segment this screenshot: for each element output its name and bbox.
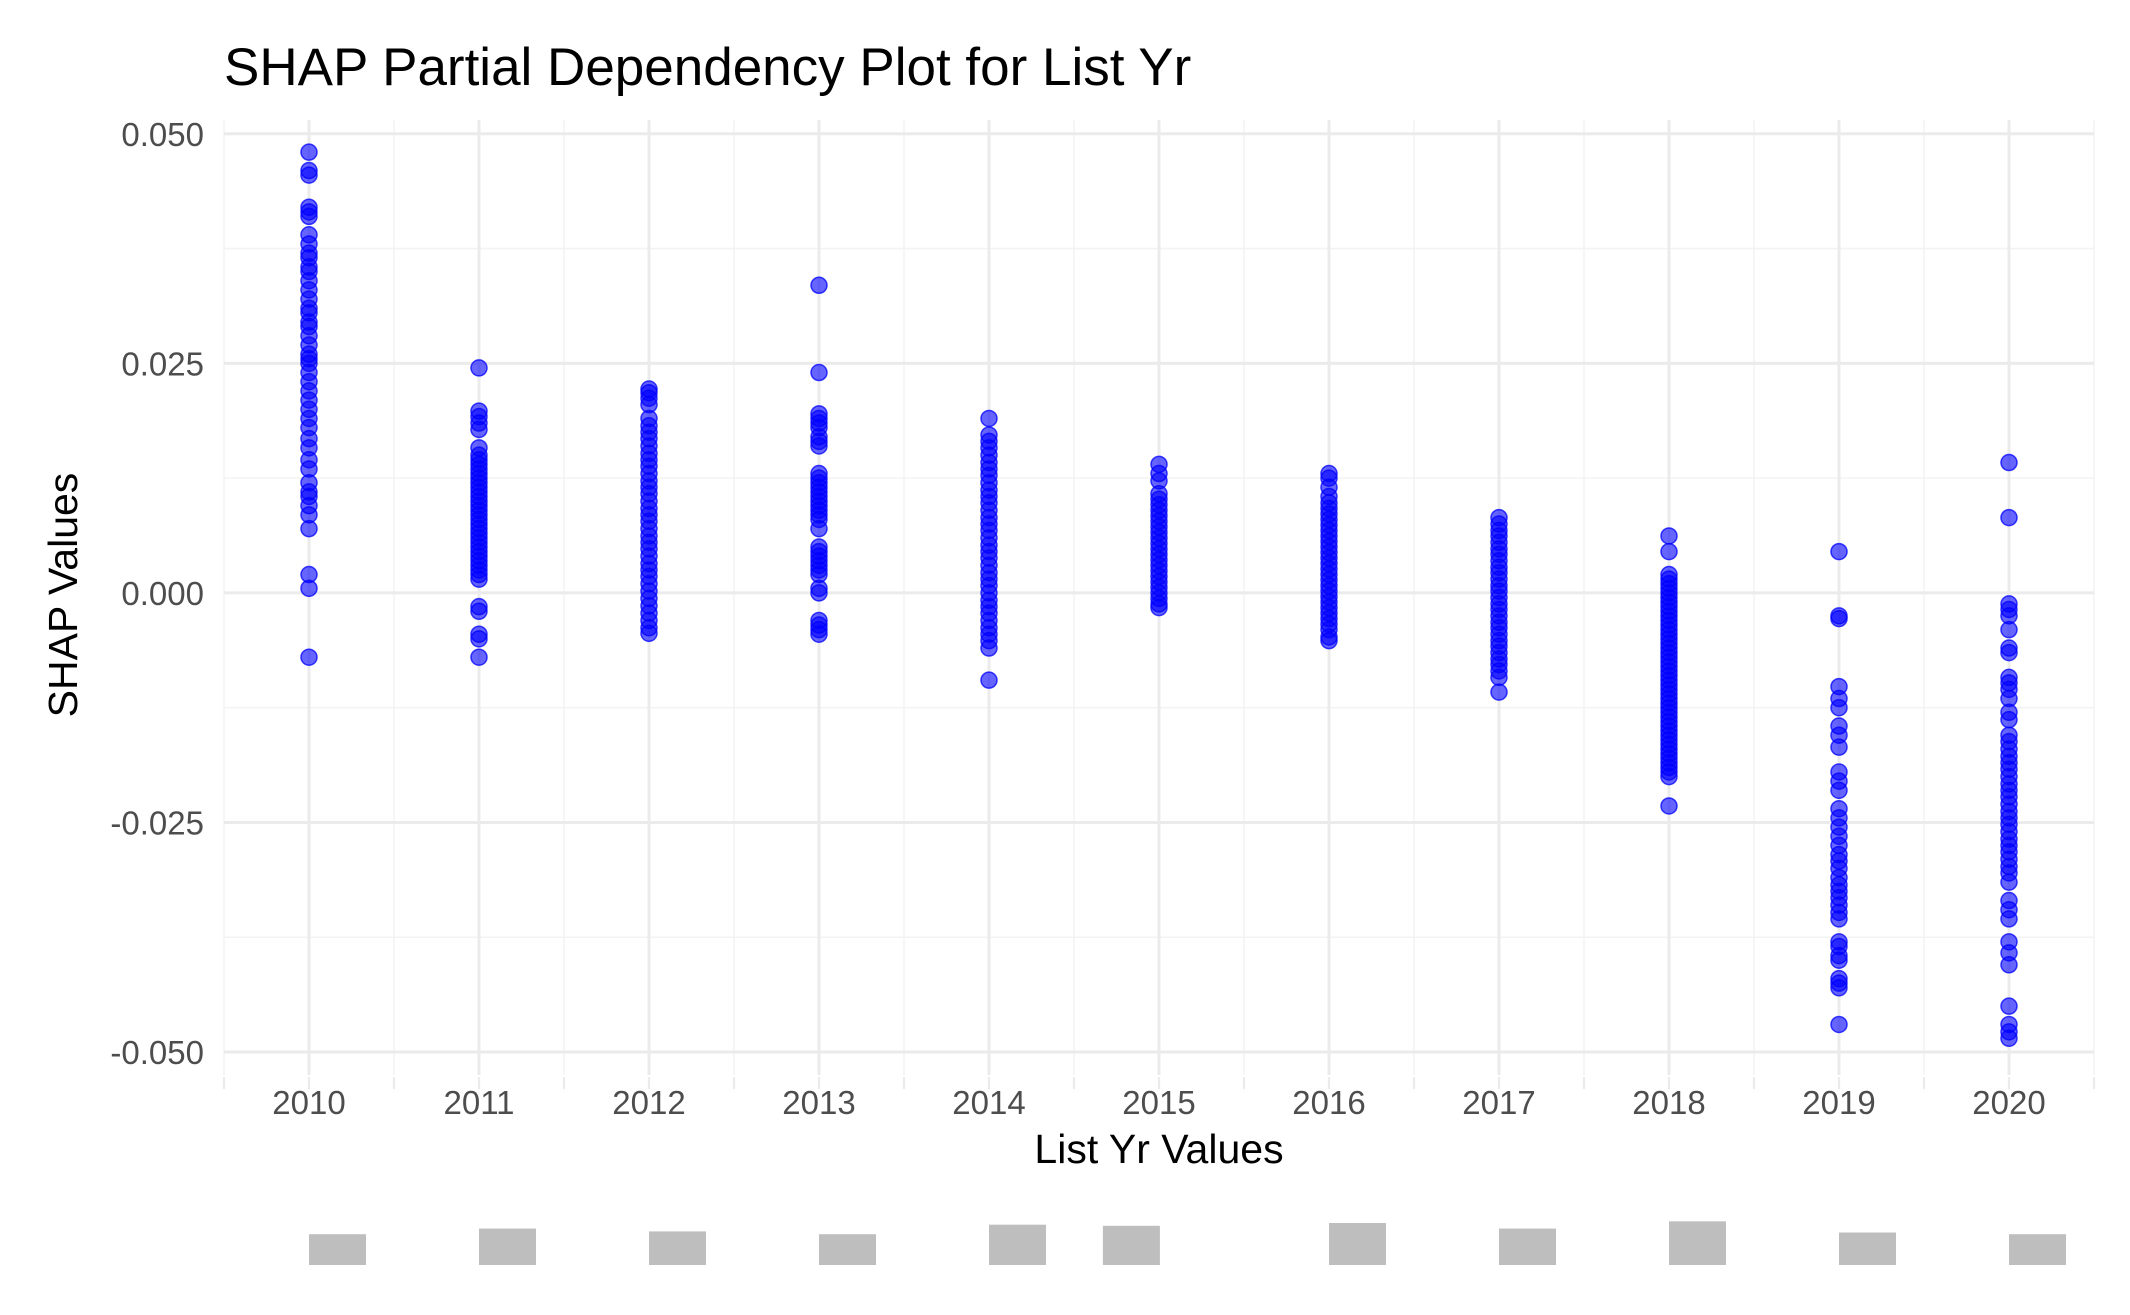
data-point <box>470 359 488 377</box>
data-point <box>1830 738 1848 756</box>
data-point <box>1830 951 1848 969</box>
data-point <box>1490 668 1508 687</box>
data-point <box>2000 1029 2018 1048</box>
y-tick-label: 0.000 <box>121 575 204 612</box>
y-axis-ticks: 0.050 0.025 0.000 -0.025 -0.050 <box>110 116 204 1071</box>
x-tick-label: 2020 <box>1972 1084 2045 1121</box>
data-point <box>640 624 658 643</box>
data-point <box>2000 710 2018 729</box>
data-point <box>300 579 318 598</box>
chart-title: SHAP Partial Dependency Plot for List Yr <box>224 38 1191 97</box>
y-axis-title: SHAP Values <box>40 473 86 718</box>
data-point <box>2000 997 2018 1015</box>
data-point <box>1320 631 1338 650</box>
histogram-bar <box>1329 1223 1386 1265</box>
data-point <box>980 639 998 657</box>
data-point <box>1830 698 1848 717</box>
data-point <box>1150 598 1168 617</box>
data-point <box>1830 1015 1848 1034</box>
data-point <box>2000 873 2018 891</box>
x-tick-label: 2012 <box>612 1084 685 1121</box>
scatter-points <box>300 143 2018 1048</box>
marginal-histogram <box>309 1221 2066 1265</box>
y-tick-label: 0.025 <box>121 345 204 382</box>
histogram-bar <box>819 1234 876 1265</box>
data-point <box>1660 797 1678 815</box>
data-point <box>2000 453 2018 472</box>
data-point <box>2000 620 2018 639</box>
data-point <box>1830 781 1848 800</box>
histogram-bar <box>649 1231 706 1265</box>
data-point <box>810 363 828 382</box>
data-point <box>300 207 318 226</box>
data-point <box>980 671 998 689</box>
data-point <box>980 409 998 428</box>
data-point <box>470 570 488 588</box>
data-point <box>300 519 318 538</box>
data-point <box>2000 910 2018 928</box>
x-axis-title: List Yr Values <box>1034 1126 1283 1172</box>
data-point <box>2000 956 2018 974</box>
x-tick-label: 2019 <box>1802 1084 1875 1121</box>
data-point <box>470 648 488 666</box>
x-tick-label: 2011 <box>444 1084 515 1121</box>
x-tick-label: 2013 <box>782 1084 855 1121</box>
data-point <box>810 276 828 295</box>
data-point <box>300 166 318 184</box>
x-tick-label: 2010 <box>272 1084 345 1121</box>
x-tick-label: 2015 <box>1122 1084 1195 1121</box>
y-tick-label: -0.025 <box>110 804 204 841</box>
data-point <box>1660 767 1678 786</box>
histogram-bar <box>1839 1232 1896 1265</box>
x-tick-label: 2018 <box>1632 1084 1705 1121</box>
data-point <box>2000 508 2018 527</box>
data-point <box>1660 542 1678 561</box>
y-tick-label: -0.050 <box>110 1034 204 1071</box>
x-tick-label: 2016 <box>1292 1084 1365 1121</box>
data-point <box>470 602 488 621</box>
data-point <box>470 630 488 648</box>
histogram-bar <box>1669 1221 1726 1265</box>
data-point <box>2000 643 2018 662</box>
data-point <box>810 437 828 455</box>
histogram-bar <box>989 1224 1046 1265</box>
data-point <box>810 584 828 602</box>
data-point <box>1830 609 1848 628</box>
data-point <box>1830 910 1848 928</box>
histogram-bar <box>479 1228 536 1265</box>
data-point <box>1660 527 1678 545</box>
x-axis-ticks: 2010 2011 2012 2013 2014 2015 2016 2017 2018 2019… <box>222 1077 2096 1121</box>
histogram-bar <box>1499 1228 1556 1265</box>
data-point <box>810 625 828 643</box>
data-point <box>1830 979 1848 997</box>
data-point <box>470 420 488 439</box>
histogram-bar <box>309 1234 366 1265</box>
x-tick-label: 2014 <box>952 1084 1025 1121</box>
data-point <box>810 519 828 538</box>
histogram-bar <box>1102 1225 1160 1265</box>
data-point <box>1830 542 1848 561</box>
data-point <box>1490 683 1508 701</box>
data-point <box>300 143 318 161</box>
x-tick-label: 2017 <box>1462 1084 1535 1121</box>
histogram-bar <box>2009 1234 2066 1265</box>
data-point <box>300 648 318 666</box>
y-tick-label: 0.050 <box>121 116 204 153</box>
